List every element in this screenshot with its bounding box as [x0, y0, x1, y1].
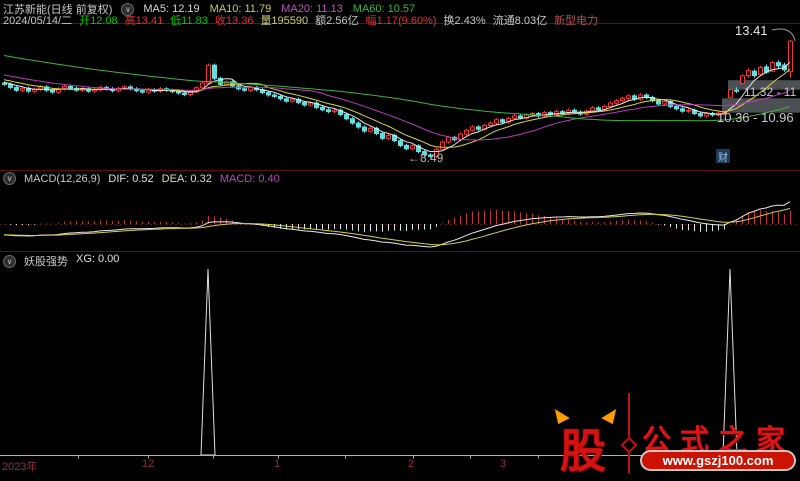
- xg-value-label: 妖股强势: [24, 256, 68, 268]
- quote-value-label: 量195590: [260, 15, 309, 27]
- gap-label-upper: 11.32 - 11: [744, 85, 797, 99]
- collapse-chevron-icon[interactable]: ∨: [121, 2, 135, 16]
- quote-value-label: 2024/05/14/二: [3, 15, 73, 27]
- xg-panel-header: ∨ 妖股强势 XG: 0.00: [3, 253, 119, 269]
- xg-values: 妖股强势 XG: 0.00: [24, 253, 119, 269]
- quote-value-label: 换2.43%: [443, 15, 486, 27]
- low-price-label: ←8.49: [408, 151, 444, 165]
- ma-values: MA5: 12.19 MA10: 11.79 MA20: 11.13 MA60: 10…: [143, 3, 415, 15]
- macd-value-label: MACD: 0.40: [219, 172, 280, 185]
- diamond-icon: [620, 436, 638, 454]
- timeline-month-label: 1: [274, 458, 281, 470]
- ma-value-label: MA5: 12.19: [143, 3, 200, 15]
- quote-value-label: 开12.08: [79, 15, 118, 27]
- quote-value-label: 收13.36: [214, 15, 254, 27]
- site-logo[interactable]: 股 公式之家 www.gszj100.com: [548, 393, 798, 477]
- logo-url-badge[interactable]: www.gszj100.com: [640, 450, 796, 471]
- timeline-month-label: 3: [500, 458, 507, 470]
- ma-value-label: MA60: 10.57: [352, 3, 416, 15]
- stock-info-row: 江苏新能(日线 前复权) ∨ MA5: 12.19 MA10: 11.79 MA20…: [3, 1, 415, 17]
- collapse-chevron-icon[interactable]: ∨: [3, 254, 16, 268]
- macd-values: MACD(12,26,9) DIF: 0.52 DEA: 0.32 MACD: 0.4…: [24, 173, 280, 185]
- stock-title: 江苏新能(日线 前复权): [3, 4, 113, 16]
- xg-value-label: XG: 0.00: [76, 253, 120, 265]
- quote-value-label: 低11.83: [170, 15, 208, 27]
- timeline-month-label: 2023年: [2, 461, 38, 473]
- news-marker-icon[interactable]: 财: [716, 149, 730, 164]
- ma-value-label: MA10: 11.79: [209, 3, 272, 15]
- quote-info-row: 2024/05/14/二 开12.08 高13.41 低11.83 收13.36 量195…: [3, 12, 598, 28]
- gap-label-lower: 10.36 - 10.96: [717, 110, 794, 125]
- collapse-chevron-icon[interactable]: ∨: [3, 172, 16, 185]
- high-price-label: 13.41: [735, 23, 768, 38]
- logo-divider: [628, 393, 630, 473]
- macd-value-label: MACD(12,26,9): [24, 172, 101, 185]
- quote-value-label: 新型电力: [554, 15, 599, 27]
- quote-value-label: 幅1.17(9.60%): [365, 15, 437, 27]
- quote-value-label: 额2.56亿: [315, 15, 359, 27]
- logo-character: 股: [560, 425, 606, 477]
- macd-panel-header: ∨ MACD(12,26,9) DIF: 0.52 DEA: 0.32 MACD: 0…: [3, 172, 280, 185]
- timeline-month-label: 12: [142, 458, 155, 470]
- timeline-month-label: 2: [408, 458, 415, 470]
- ma-value-label: MA20: 11.13: [281, 3, 343, 15]
- quote-value-label: 流通8.03亿: [492, 15, 548, 27]
- macd-value-label: DEA: 0.32: [161, 172, 212, 185]
- quote-value-label: 高13.41: [124, 15, 164, 27]
- macd-value-label: DIF: 0.52: [108, 172, 154, 185]
